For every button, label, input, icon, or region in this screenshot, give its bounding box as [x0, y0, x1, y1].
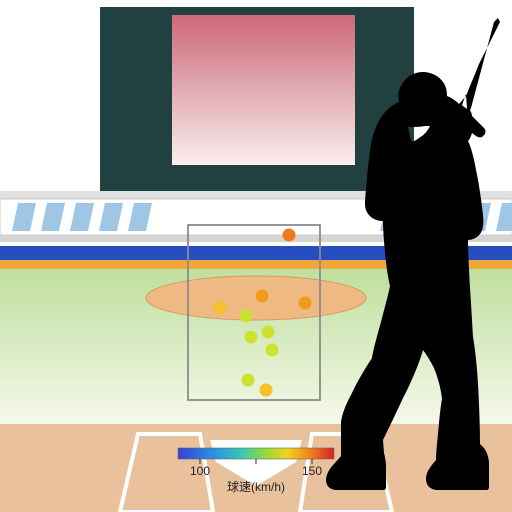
pitch-dot [242, 374, 255, 387]
legend-tick-100: 100 [190, 464, 210, 478]
pitch-dot [260, 384, 273, 397]
pitch-dot [256, 290, 269, 303]
pitch-dot [240, 310, 253, 323]
pitch-dot [245, 331, 258, 344]
pitch-dot [214, 302, 227, 315]
pitch-location-chart: 100 150 球速(km/h) [0, 0, 512, 512]
legend-colorbar-icon [178, 448, 334, 459]
legend-axis-label: 球速(km/h) [227, 480, 285, 494]
pitch-dot [283, 229, 296, 242]
legend-tick-150: 150 [302, 464, 322, 478]
pitch-dot [299, 297, 312, 310]
pitch-dot [266, 344, 279, 357]
pitch-dot [262, 326, 275, 339]
